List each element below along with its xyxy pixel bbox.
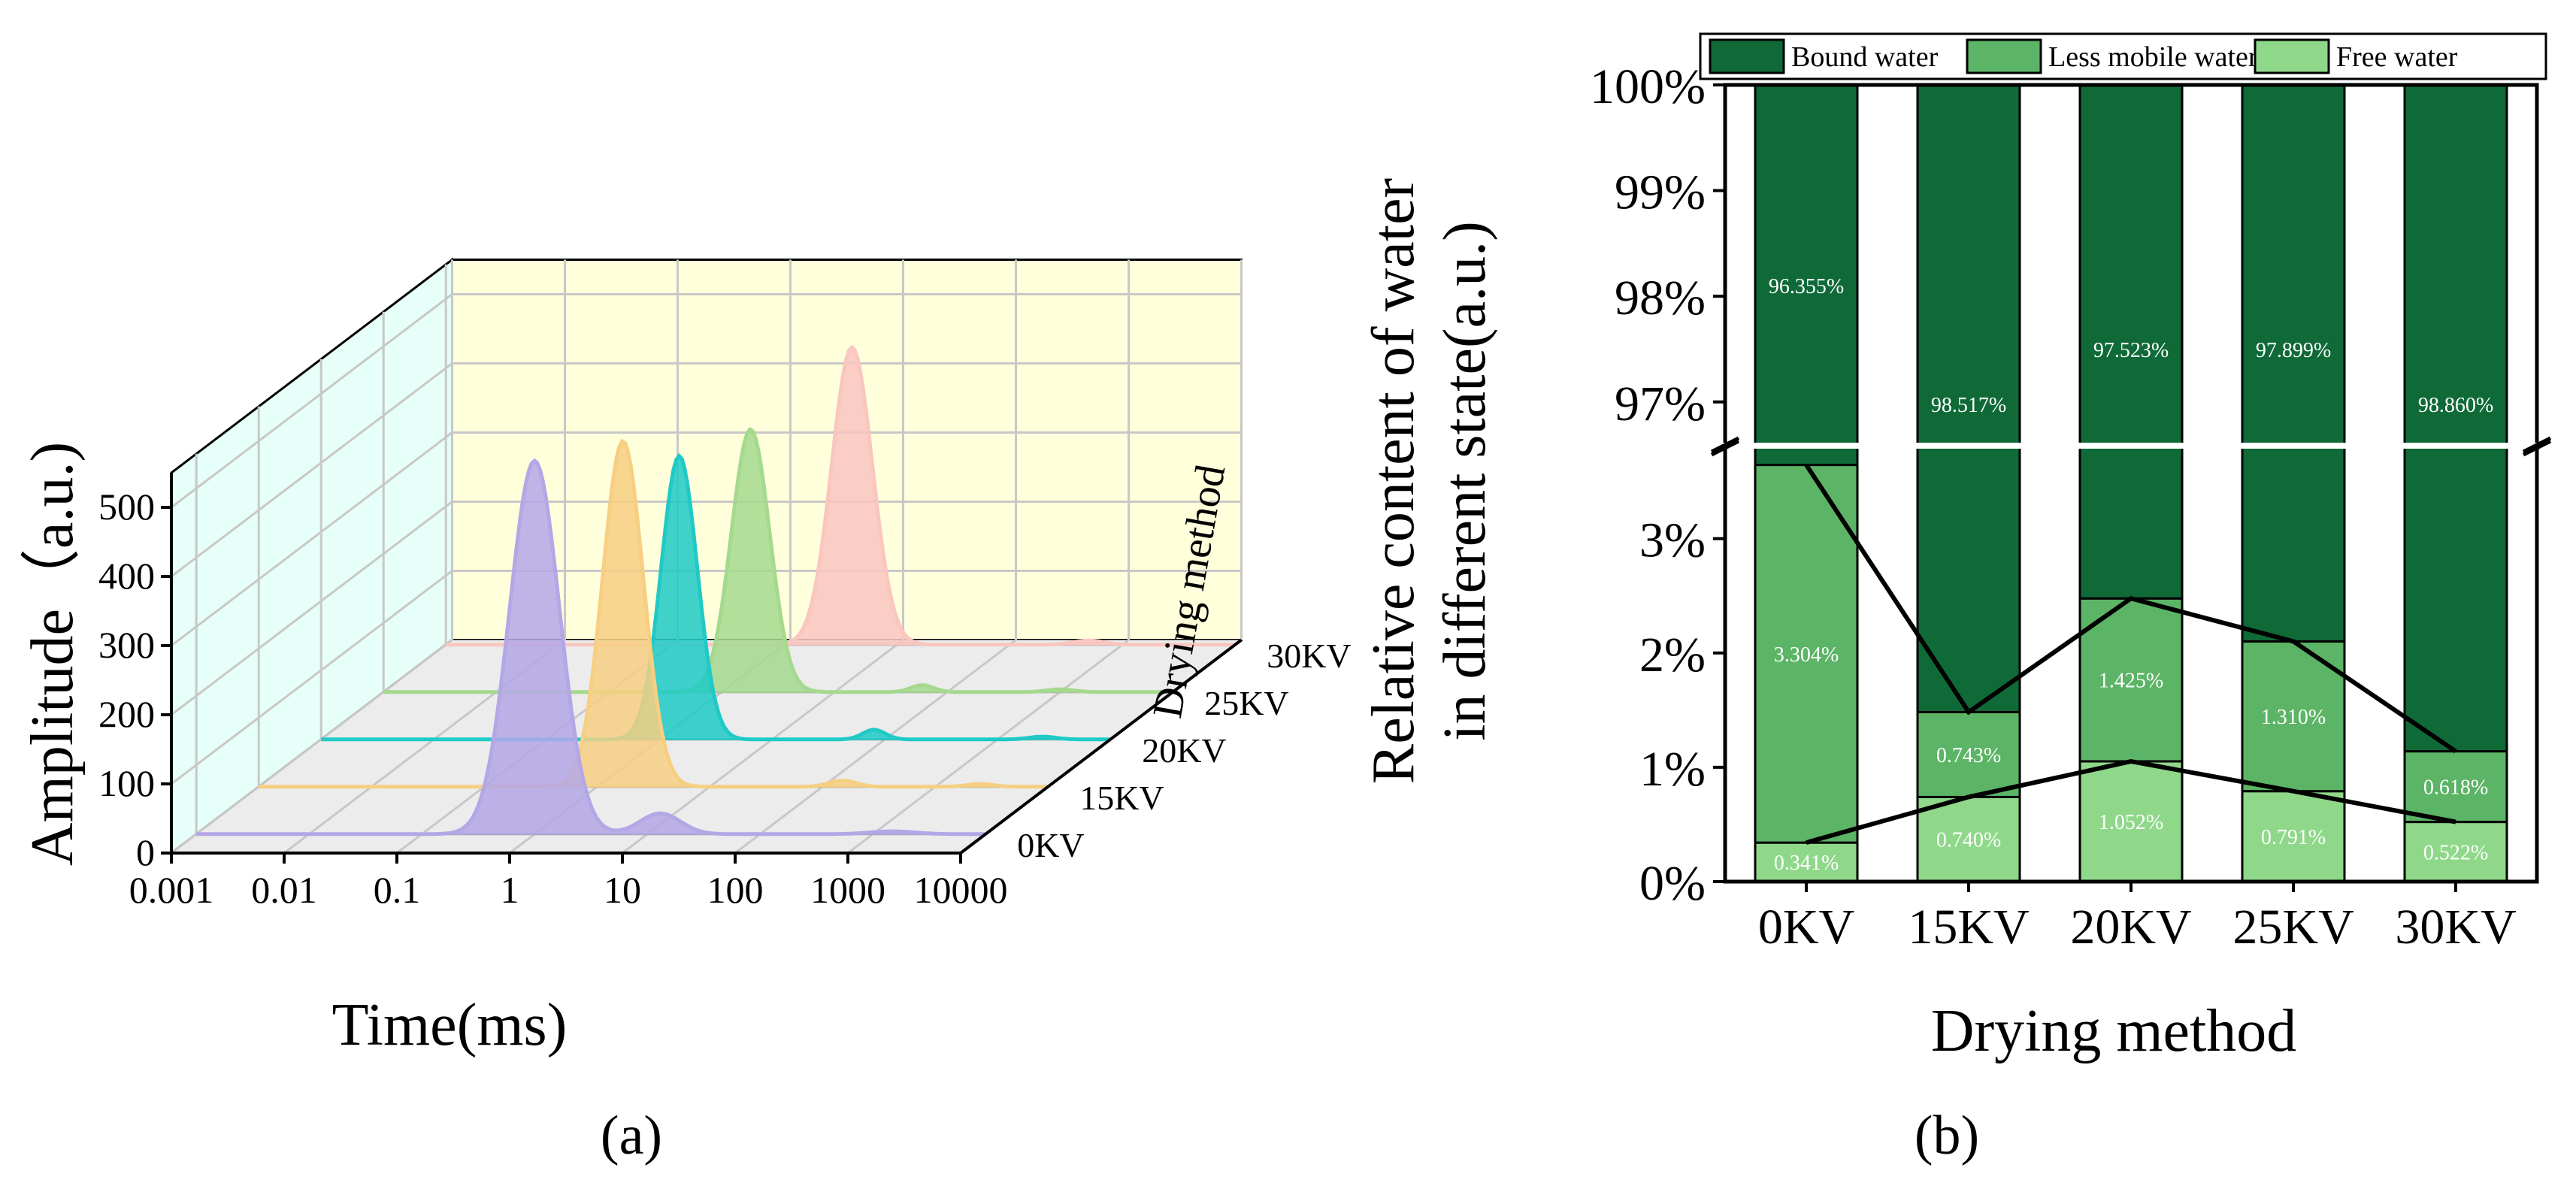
x-tick-label: 1 [501, 869, 519, 911]
side-grid-line [171, 501, 453, 716]
y-tick-label: 3% [1639, 513, 1706, 568]
bar-bound-water-upper [2403, 83, 2508, 446]
x-tick-label: 1000 [810, 869, 885, 911]
bar-bound-water-upper [2078, 83, 2184, 446]
y-tick-label: 0% [1639, 856, 1706, 911]
floor-grid-line [847, 639, 1130, 855]
x-tick-label: 15KV [1908, 900, 2029, 955]
legend-label: Free water [2336, 41, 2458, 73]
y-tick-label: 1% [1639, 742, 1706, 797]
x-tick-label: 25KV [2232, 900, 2354, 955]
side-grid-line [171, 431, 453, 647]
axis-break-mark-right [2522, 436, 2552, 454]
series-line-20KV [321, 452, 1111, 742]
y-tick-label: 98% [1615, 271, 1706, 325]
data-label-free-water: 0.522% [2423, 841, 2488, 864]
side-grid-line [171, 570, 453, 785]
axis-break-gap [1716, 443, 2546, 449]
series-label: 25KV [1204, 684, 1288, 722]
data-label-bound-water: 97.523% [2093, 339, 2169, 362]
y-axis-title: Amplitude（a.u.) [20, 442, 86, 866]
data-label-free-water: 0.791% [2261, 826, 2326, 849]
panel-a-label: (a) [601, 1105, 662, 1166]
y-tick-label: 200 [98, 693, 155, 735]
trend-line-free-water [1806, 758, 2456, 845]
panel-a-chart: 30KV 25KV 20KV 15KV 0KV 0.001 0.01 0.1 1 10 100 100… [20, 257, 1352, 1058]
x-tick-label: 0KV [1758, 900, 1854, 955]
bar-free-water [2078, 760, 2184, 883]
bar-free-water [1754, 841, 1859, 883]
data-label-less-mobile-water: 0.618% [2423, 776, 2488, 800]
bar-bound-water-lower [2078, 446, 2184, 600]
y-tick-label: 500 [98, 486, 155, 528]
bar-bound-water-upper [1916, 83, 2021, 446]
x-axis-title: Time(ms) [332, 992, 568, 1058]
series-line-30KV [446, 344, 1236, 647]
series-line-15KV [259, 438, 1049, 789]
legend-label: Less mobile water [2048, 41, 2258, 73]
data-label-free-water: 0.341% [1774, 852, 1839, 875]
y-tick-label: 300 [98, 624, 155, 666]
legend-box [1699, 32, 2547, 80]
x-tick-label: 100 [707, 869, 764, 911]
bar-bound-water-lower [2403, 446, 2508, 753]
legend-swatch [1709, 38, 1785, 74]
data-label-free-water: 0.740% [1936, 829, 2001, 852]
series-label: 30KV [1267, 637, 1351, 675]
data-label-less-mobile-water: 3.304% [1774, 643, 1839, 667]
data-label-less-mobile-water: 1.425% [2099, 670, 2163, 693]
x-tick-label: 10 [604, 869, 641, 911]
side-grid-line [171, 362, 453, 578]
x-axis-title: Drying method [1931, 998, 2297, 1064]
y-axis-title: in different state(a.u.) [1432, 221, 1498, 741]
bar-free-water [2241, 790, 2346, 883]
y-axis-title: Relative content of water [1361, 178, 1427, 784]
y-tick-label: 100% [1590, 59, 1706, 114]
trend-line-less-mobile-water [1804, 463, 2457, 754]
data-label-bound-water: 98.517% [1931, 394, 2006, 417]
series-label: 15KV [1079, 779, 1164, 817]
legend-label: Bound water [1791, 41, 1939, 73]
bar-bound-water-upper [2241, 83, 2346, 446]
bar-bound-water-lower [1754, 446, 1859, 467]
data-label-bound-water: 96.355% [1769, 275, 1844, 298]
data-label-bound-water: 98.860% [2418, 394, 2493, 417]
panel-b-chart: 0.341% 3.304% 96.355% 0.740% 0.743% 98.517% 1.… [1361, 32, 2552, 1064]
series-label: 0KV [1017, 826, 1084, 864]
y-tick-label: 2% [1639, 628, 1706, 682]
axis-break-mark-left [1710, 436, 1740, 454]
data-label-less-mobile-water: 1.310% [2261, 706, 2326, 729]
y-tick-label: 97% [1615, 377, 1706, 431]
series-label: 20KV [1142, 731, 1226, 770]
bar-bound-water-lower [2241, 446, 2346, 643]
bar-less-mobile-water [1754, 464, 1859, 844]
floor-grid-line [734, 639, 1017, 855]
y-tick-label: 99% [1615, 165, 1706, 220]
x-tick-label: 20KV [2070, 900, 2191, 955]
panel-b-label: (b) [1915, 1105, 1979, 1166]
x-tick-label: 30KV [2395, 900, 2516, 955]
x-tick-label: 10000 [914, 869, 1008, 911]
floor-grid-line [171, 639, 453, 855]
bar-bound-water-lower [1916, 446, 2021, 713]
x-tick-label: 0.001 [129, 869, 214, 911]
series-line-0KV [196, 458, 986, 837]
bar-bound-water-upper [1754, 83, 1859, 446]
x-tick-label: 0.1 [374, 869, 421, 911]
y-tick-label: 0 [136, 831, 155, 873]
z-axis [959, 638, 1243, 855]
data-label-less-mobile-water: 0.743% [1936, 744, 2001, 767]
data-label-bound-water: 97.899% [2256, 339, 2331, 362]
y-tick-label: 100 [98, 762, 155, 804]
y-tick-label: 400 [98, 555, 155, 597]
x-tick-label: 0.01 [251, 869, 317, 911]
legend-swatch [2254, 38, 2330, 74]
axis-break-mark-right [2522, 439, 2552, 457]
legend-swatch [1966, 38, 2042, 74]
data-label-free-water: 1.052% [2099, 811, 2163, 834]
axis-break-mark-left [1710, 439, 1740, 457]
side-grid-line [171, 293, 453, 509]
